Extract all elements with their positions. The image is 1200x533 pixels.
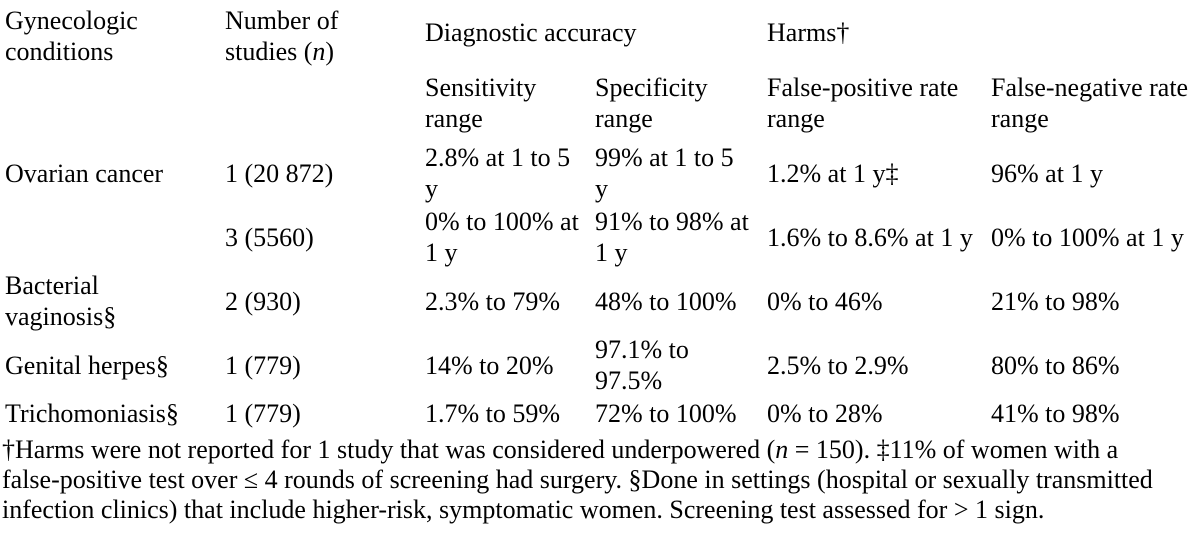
header-group-diagnostic-accuracy: Diagnostic accuracy <box>425 18 637 47</box>
header-row-groups: Gynecologic conditions Number of studies … <box>0 2 1200 66</box>
cell-studies: 1 (20 872) <box>225 158 334 188</box>
header-specificity-range: Specificity range <box>595 73 708 133</box>
cell-specificity: 72% to 100% <box>595 399 737 428</box>
cell-specificity: 91% to 98% at 1 y <box>595 207 749 267</box>
footnote-italic-n: n <box>775 435 789 464</box>
cell-studies: 2 (930) <box>225 286 301 316</box>
cell-false-positive: 1.6% to 8.6% at 1 y <box>767 222 973 252</box>
header-studies-italic-n: n <box>312 37 326 66</box>
table-row-trichomoniasis: Trichomoniasis§ 1 (779) 1.7% to 59% 72% … <box>0 397 1200 430</box>
cell-false-positive: 0% to 28% <box>767 399 883 428</box>
cell-sensitivity: 1.7% to 59% <box>425 399 561 428</box>
cell-specificity: 99% at 1 to 5 y <box>595 143 734 203</box>
header-gynecologic-conditions: Gynecologic conditions <box>5 6 138 66</box>
header-row-measures: Sensitivity range Specificity range Fals… <box>0 64 1200 141</box>
cell-studies: 1 (779) <box>225 350 301 380</box>
cell-false-positive: 0% to 46% <box>767 286 883 316</box>
cell-sensitivity: 2.8% at 1 to 5 y <box>425 143 571 203</box>
footnote-part2: = 150). ‡11% of women with a false-posit… <box>2 435 1153 524</box>
cell-sensitivity: 0% to 100% at 1 y <box>425 207 579 267</box>
table-row-ovarian-cancer-2: 3 (5560) 0% to 100% at 1 y 91% to 98% at… <box>0 205 1200 269</box>
cell-specificity: 48% to 100% <box>595 286 737 316</box>
cell-false-positive: 1.2% at 1 y‡ <box>767 158 899 188</box>
cell-studies: 3 (5560) <box>225 222 314 252</box>
table-footnote: †Harms were not reported for 1 study tha… <box>0 435 1200 525</box>
header-studies-line2-pre: studies ( <box>225 37 313 66</box>
cell-condition: Genital herpes§ <box>5 350 169 380</box>
header-false-positive-rate-range: False-positive rate range <box>767 73 959 133</box>
cell-condition <box>0 205 220 269</box>
cell-condition: Trichomoniasis§ <box>5 399 179 428</box>
header-false-negative-rate-range: False-negative rate range <box>991 73 1189 133</box>
cell-sensitivity: 2.3% to 79% <box>425 286 561 316</box>
cell-false-negative: 41% to 98% <box>991 399 1120 428</box>
cell-specificity: 97.1% to 97.5% <box>595 335 689 395</box>
cell-condition: Bacterial vaginosis§ <box>5 271 117 331</box>
table-row-bacterial-vaginosis: Bacterial vaginosis§ 2 (930) 2.3% to 79%… <box>0 269 1200 333</box>
table-row-ovarian-cancer-1: Ovarian cancer 1 (20 872) 2.8% at 1 to 5… <box>0 141 1200 205</box>
footnote-part1: †Harms were not reported for 1 study tha… <box>2 435 776 464</box>
header-studies-line1: Number of <box>225 6 339 35</box>
header-sensitivity-range: Sensitivity range <box>425 73 537 133</box>
cell-false-negative: 0% to 100% at 1 y <box>991 222 1184 252</box>
header-studies-line2-post: ) <box>325 37 335 66</box>
header-group-harms: Harms† <box>767 18 850 47</box>
cell-false-positive: 2.5% to 2.9% <box>767 350 909 380</box>
cell-false-negative: 21% to 98% <box>991 286 1120 316</box>
screening-accuracy-table: Gynecologic conditions Number of studies … <box>0 2 1200 430</box>
table-row-genital-herpes: Genital herpes§ 1 (779) 14% to 20% 97.1%… <box>0 333 1200 397</box>
cell-sensitivity: 14% to 20% <box>425 350 554 380</box>
cell-condition: Ovarian cancer <box>5 158 164 188</box>
cell-false-negative: 96% at 1 y <box>991 158 1103 188</box>
header-number-of-studies: Number of studies (n) <box>220 2 420 141</box>
cell-false-negative: 80% to 86% <box>991 350 1120 380</box>
cell-studies: 1 (779) <box>225 399 301 428</box>
